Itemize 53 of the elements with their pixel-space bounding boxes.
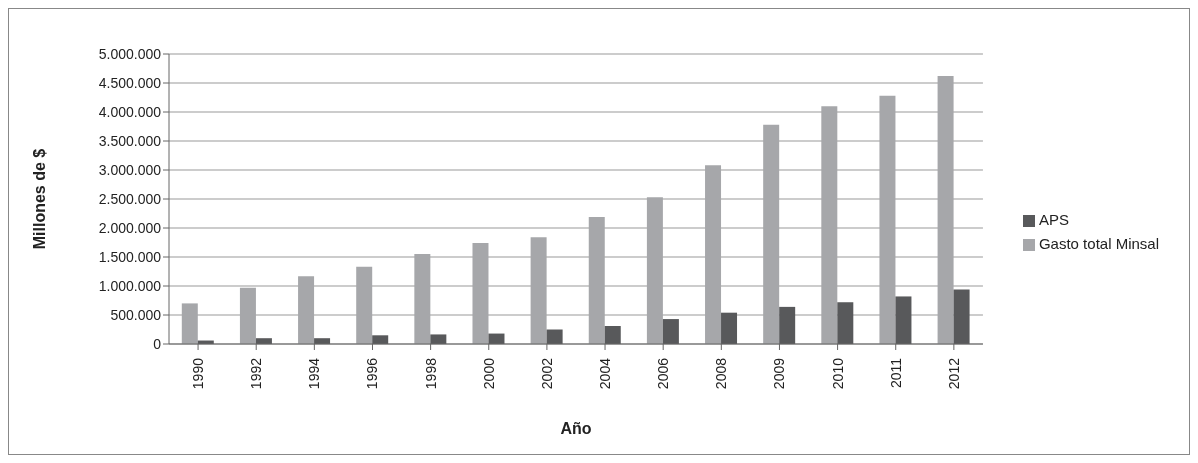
y-tick-label: 3.500.000 [98,132,162,149]
x-tick-label: 2010 [829,357,846,390]
bar [604,326,621,344]
x-tick-label: 1990 [190,357,207,390]
y-tick-label: 4.500.000 [98,74,162,91]
bar [181,303,198,344]
bar [530,237,547,344]
y-tick-label: 2.500.000 [98,190,162,207]
x-tick-label: 2012 [945,357,962,390]
x-axis-title: Año [560,420,592,437]
bar [937,76,954,344]
x-tick-label: 1994 [306,357,323,390]
x-tick-label: 1996 [364,357,381,390]
x-tick-label: 2000 [480,357,497,390]
bar [662,319,679,344]
x-tick-label: 2006 [655,357,672,390]
x-tick-label: 2004 [597,357,614,390]
bar [705,165,722,344]
bar [895,296,912,344]
y-tick-label: 0 [153,335,162,352]
x-tick-label: 1998 [422,357,439,390]
bar [414,254,431,344]
x-tick-label: 2011 [887,357,904,389]
y-tick-label: 1.500.000 [98,248,162,265]
y-tick-label: 4.000.000 [98,103,162,120]
x-tick-label: 2002 [538,357,555,390]
y-tick-label: 5.000.000 [98,45,162,62]
y-tick-label: 2.000.000 [98,219,162,236]
x-tick-label: 2008 [713,357,730,390]
x-tick-label: 1992 [248,357,265,390]
bar [298,276,315,344]
bar [239,287,256,344]
y-tick-label: 1.000.000 [98,277,162,294]
bar [356,266,373,344]
legend-label: Gasto total Minsal [1038,234,1159,252]
y-tick-label: 3.000.000 [98,161,162,178]
bar [821,106,838,344]
bar [763,124,780,344]
y-tick-label: 500.000 [110,306,162,323]
bar [646,197,663,344]
bar [472,243,489,344]
legend-label: APS [1038,210,1069,228]
bar [588,216,605,344]
bar [953,289,970,344]
bar [779,306,796,344]
bar [837,302,854,344]
bar [879,95,896,344]
bar [546,329,563,344]
bar [372,335,389,344]
bar [430,334,447,344]
bar [721,312,738,344]
y-axis-title: Millones de $ [30,148,48,250]
x-tick-label: 2009 [771,357,788,390]
